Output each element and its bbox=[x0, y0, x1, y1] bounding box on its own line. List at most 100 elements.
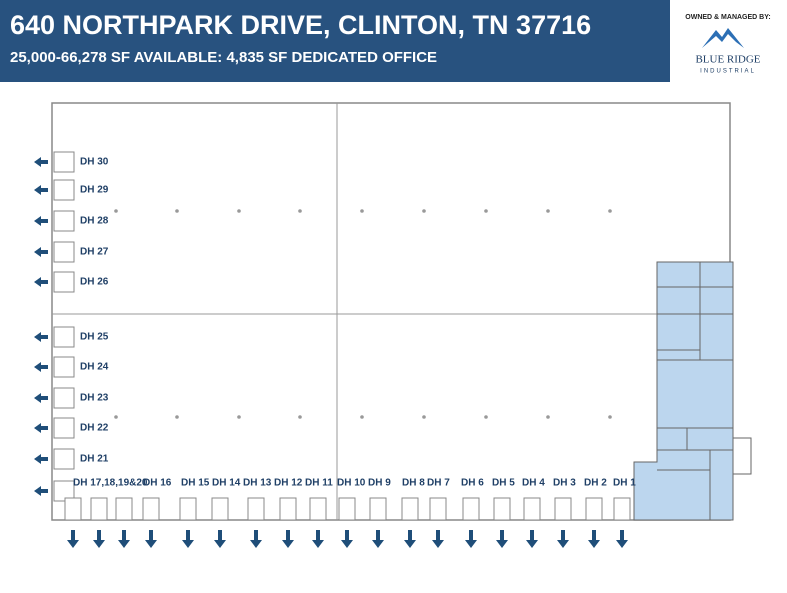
dock-arrow bbox=[282, 530, 294, 548]
dock-label: DH 21 bbox=[80, 454, 109, 465]
dock-door bbox=[90, 497, 108, 521]
dock-door bbox=[115, 497, 133, 521]
dock-door bbox=[429, 497, 447, 521]
logo-mountains bbox=[702, 28, 744, 48]
column bbox=[114, 415, 118, 419]
title: 640 NORTHPARK DRIVE, CLINTON, TN 37716 bbox=[10, 10, 591, 40]
dock-label: DH 23 bbox=[80, 393, 109, 404]
dock-label: DH 29 bbox=[80, 185, 109, 196]
dock-arrow bbox=[526, 530, 538, 548]
dock-door bbox=[279, 497, 297, 521]
dock-label: DH 17,18,19&20 bbox=[73, 478, 148, 489]
dock-door bbox=[462, 497, 480, 521]
dock-door bbox=[401, 497, 419, 521]
dock-arrow bbox=[118, 530, 130, 548]
dock-label: DH 16 bbox=[143, 478, 172, 489]
dock-label: DH 9 bbox=[368, 478, 391, 489]
dock-arrow bbox=[34, 332, 48, 342]
dock-arrow bbox=[67, 530, 79, 548]
dock-arrow bbox=[372, 530, 384, 548]
dock-arrow bbox=[34, 393, 48, 403]
dock-arrow bbox=[616, 530, 628, 548]
dock-label: DH 25 bbox=[80, 332, 109, 343]
dock-arrow bbox=[145, 530, 157, 548]
dock-arrow bbox=[432, 530, 444, 548]
dock-door bbox=[53, 480, 75, 502]
dock-arrow bbox=[182, 530, 194, 548]
dock-door bbox=[64, 497, 82, 521]
dock-label: DH 2 bbox=[584, 478, 607, 489]
column bbox=[360, 209, 364, 213]
dock-door bbox=[53, 241, 75, 263]
dock-door bbox=[53, 448, 75, 470]
dock-label: DH 3 bbox=[553, 478, 576, 489]
dock-door bbox=[142, 497, 160, 521]
dock-label: DH 13 bbox=[243, 478, 272, 489]
column bbox=[237, 209, 241, 213]
dock-label: DH 22 bbox=[80, 423, 109, 434]
dock-arrow bbox=[34, 454, 48, 464]
dock-door bbox=[309, 497, 327, 521]
dock-arrow bbox=[34, 423, 48, 433]
dock-door bbox=[53, 387, 75, 409]
dock-label: DH 15 bbox=[181, 478, 210, 489]
office-walls bbox=[657, 262, 752, 520]
dock-arrow bbox=[34, 216, 48, 226]
subtitle: 25,000-66,278 SF AVAILABLE: 4,835 SF DED… bbox=[10, 49, 437, 66]
dock-label: DH 6 bbox=[461, 478, 484, 489]
column bbox=[360, 415, 364, 419]
dock-arrow bbox=[465, 530, 477, 548]
column bbox=[175, 209, 179, 213]
column bbox=[608, 209, 612, 213]
column bbox=[114, 209, 118, 213]
office-area bbox=[633, 261, 734, 521]
dock-door bbox=[211, 497, 229, 521]
column bbox=[608, 415, 612, 419]
dock-arrow bbox=[557, 530, 569, 548]
dock-door bbox=[493, 497, 511, 521]
dock-label: DH 5 bbox=[492, 478, 515, 489]
column bbox=[422, 415, 426, 419]
dock-label: DH 10 bbox=[337, 478, 366, 489]
column bbox=[237, 415, 241, 419]
dock-arrow bbox=[341, 530, 353, 548]
dock-door bbox=[53, 151, 75, 173]
dock-arrow bbox=[34, 185, 48, 195]
column bbox=[298, 209, 302, 213]
dock-arrow bbox=[34, 277, 48, 287]
dock-door bbox=[53, 356, 75, 378]
dock-label: DH 14 bbox=[212, 478, 241, 489]
dock-arrow bbox=[34, 247, 48, 257]
column bbox=[422, 209, 426, 213]
dock-label: DH 30 bbox=[80, 157, 109, 168]
logo-box bbox=[670, 0, 787, 82]
dock-door bbox=[53, 271, 75, 293]
dock-label: DH 1 bbox=[613, 478, 636, 489]
dock-label: DH 24 bbox=[80, 362, 109, 373]
dock-label: DH 27 bbox=[80, 247, 109, 258]
dock-arrow bbox=[404, 530, 416, 548]
dock-arrow bbox=[312, 530, 324, 548]
dock-door bbox=[53, 417, 75, 439]
dock-arrow bbox=[496, 530, 508, 548]
dock-label: DH 26 bbox=[80, 277, 109, 288]
column bbox=[175, 415, 179, 419]
logo-name: BLUE RIDGE bbox=[695, 54, 760, 66]
dock-door bbox=[613, 497, 631, 521]
dock-label: DH 12 bbox=[274, 478, 303, 489]
dock-door bbox=[338, 497, 356, 521]
dock-label: DH 4 bbox=[522, 478, 545, 489]
dock-arrow bbox=[34, 362, 48, 372]
dock-door bbox=[585, 497, 603, 521]
column bbox=[546, 415, 550, 419]
dock-door bbox=[369, 497, 387, 521]
logo-subname: INDUSTRIAL bbox=[700, 69, 756, 75]
dock-door bbox=[53, 326, 75, 348]
dock-door bbox=[523, 497, 541, 521]
dock-door bbox=[247, 497, 265, 521]
dock-label: DH 7 bbox=[427, 478, 450, 489]
logo-caption: OWNED & MANAGED BY: bbox=[685, 14, 770, 21]
dock-door bbox=[179, 497, 197, 521]
column bbox=[484, 415, 488, 419]
